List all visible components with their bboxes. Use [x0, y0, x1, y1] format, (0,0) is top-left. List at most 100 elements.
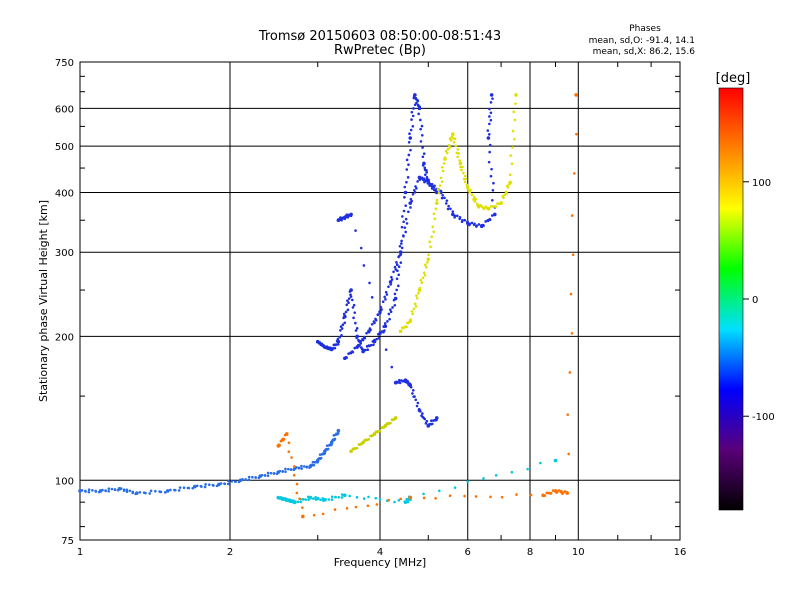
data-point-0-0-5 [87, 488, 91, 492]
data-point-1-3-6 [339, 325, 343, 328]
data-point-4-1-4 [365, 438, 368, 441]
data-point-1-9-4 [387, 312, 391, 316]
data-point-4-2-4 [376, 429, 379, 433]
data-point-0-1-8 [113, 488, 117, 492]
data-point-1-8-3 [377, 336, 381, 340]
data-point-0-5-1 [195, 484, 199, 488]
data-point-6-7-6 [494, 474, 498, 477]
data-point-2-7-2 [418, 178, 422, 181]
data-point-2-12-7 [488, 217, 491, 221]
data-point-6-4-8 [340, 496, 344, 499]
data-point-1-13-1 [408, 132, 411, 136]
data-point-3-1-6 [413, 302, 417, 306]
data-point-4-2-5 [378, 429, 382, 433]
data-point-1-12-5 [407, 163, 410, 166]
data-point-6-5-2 [355, 496, 359, 499]
data-point-5-3-8 [401, 379, 405, 383]
data-point-0-8-4 [266, 474, 270, 478]
data-point-3-3 [426, 257, 431, 262]
data-point-1-11-6 [401, 215, 404, 218]
data-point-3-0-8 [405, 321, 409, 325]
data-point-3-4-3 [436, 188, 440, 191]
data-point-7-3-4 [463, 494, 466, 498]
data-point-2-5-1 [400, 246, 404, 250]
data-point-3-11-8 [505, 184, 509, 188]
data-point-6-2-1 [293, 500, 297, 503]
data-point-1-10-4 [395, 277, 399, 281]
data-point-2-5-3 [402, 234, 405, 238]
data-point-4-1-5 [367, 438, 371, 441]
data-point-7-1-2 [287, 450, 291, 453]
data-point-2-6-3 [411, 192, 415, 196]
data-point-5-3-4 [398, 381, 402, 385]
data-point-1-8-2 [375, 337, 378, 341]
data-point-3-5-4 [446, 147, 450, 151]
data-point-1-10-5 [397, 273, 401, 277]
data-point-3-12-4 [511, 146, 514, 149]
data-point-1-9 [383, 324, 388, 329]
data-point-2-4 [388, 280, 393, 284]
data-point-7-5-2 [555, 491, 558, 494]
data-point-2-14-5 [488, 115, 491, 118]
data-point-7-3-1 [422, 496, 426, 500]
data-point-2-7-3 [420, 176, 424, 180]
data-point-5-5-6 [414, 398, 418, 402]
data-point-2-1-8 [365, 331, 368, 335]
data-point-1-13-3 [411, 124, 415, 128]
data-point-0-4-3 [173, 488, 177, 492]
data-point-7-2-1 [312, 513, 316, 517]
data-point-3-9-4 [481, 205, 484, 209]
data-point-1-5-9 [354, 329, 358, 332]
data-point-7-3-9 [529, 493, 533, 497]
data-point-3-11-6 [504, 190, 508, 194]
data-point-2-4-3 [392, 270, 395, 274]
data-point-1-8-4 [376, 332, 380, 336]
data-point-1-15-2 [419, 118, 422, 122]
data-point-2-9-8 [449, 207, 452, 211]
data-point-1-5-5 [353, 311, 357, 314]
data-point-0-6-1 [219, 482, 223, 485]
data-point-2-8-7 [434, 189, 438, 192]
data-point-7-3 [408, 495, 413, 500]
data-point-6-5-6 [378, 498, 382, 501]
data-point-2-6-6 [415, 187, 418, 190]
data-point-0-2-5 [125, 488, 129, 492]
data-point-5-2-8 [384, 348, 388, 351]
data-point-0-0-1 [80, 489, 84, 492]
data-point-2-6-5 [412, 189, 416, 192]
data-point-6-4-3 [330, 498, 334, 502]
data-point-6-5-8 [393, 500, 396, 504]
data-point-7-3-5 [474, 495, 478, 498]
data-point-3-12-8 [512, 110, 515, 114]
data-point-3-1-7 [415, 296, 419, 300]
data-point-4-0-9 [359, 442, 363, 446]
data-point-2-5-2 [400, 242, 403, 245]
data-point-0-4-4 [177, 489, 181, 492]
data-point-0-6-6 [230, 480, 234, 483]
data-point-6-5-9 [397, 498, 401, 502]
data-point-1-7-3 [366, 348, 370, 352]
data-point-0-7-3 [244, 478, 248, 481]
data-point-7-1-8 [298, 497, 301, 501]
data-point-3-7-7 [464, 177, 468, 181]
data-point-0-6-8 [234, 480, 237, 484]
data-point-1-3-7 [341, 323, 345, 327]
y-tick-label-5: 500 [55, 142, 74, 153]
data-point-6-7-8 [526, 467, 529, 471]
data-point-1-15 [417, 106, 422, 111]
data-point-2-3 [378, 310, 382, 314]
y-tick-label-1: 100 [55, 476, 74, 487]
data-point-1-9-1 [383, 322, 387, 325]
data-point-7-4-8 [551, 489, 555, 492]
data-point-2-3-8 [387, 285, 390, 289]
data-point-7-2-8 [387, 498, 391, 502]
data-point-2-8-2 [428, 184, 431, 187]
data-point-6-4-1 [324, 498, 327, 501]
data-point-7-2-5 [354, 505, 358, 509]
data-point-5-5-2 [411, 389, 415, 392]
data-point-1-2-7 [335, 343, 338, 346]
data-point-3-4-2 [437, 191, 441, 195]
data-point-3-11-4 [503, 193, 507, 197]
data-point-1-2-2 [331, 347, 335, 350]
data-point-2-9-3 [443, 196, 446, 200]
